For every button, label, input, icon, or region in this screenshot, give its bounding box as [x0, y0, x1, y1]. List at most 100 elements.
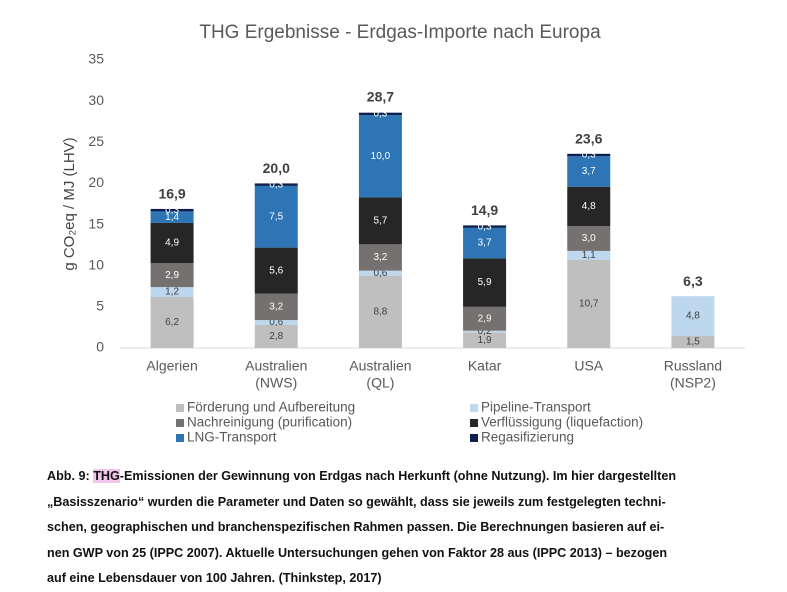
- value-label: 4,8: [686, 311, 700, 322]
- legend-label: Nachreinigung (purification): [187, 415, 352, 430]
- value-label: 0,3: [165, 205, 179, 216]
- bar-segment: [254, 324, 298, 348]
- value-label: 3,2: [269, 301, 283, 312]
- chart-title: THG Ergebnisse - Erdgas-Importe nach Eur…: [199, 22, 601, 43]
- bar-segment: [567, 153, 611, 157]
- caption-text: -Emissionen der Gewinnung von Erdgas nac…: [119, 469, 677, 483]
- bar-segment: [463, 227, 507, 259]
- value-label: 0,3: [582, 150, 596, 161]
- value-label: 3,7: [478, 238, 492, 249]
- chart: THG Ergebnisse - Erdgas-Importe nach Eur…: [61, 22, 745, 445]
- legend-swatch: [176, 419, 184, 427]
- legend-label: Pipeline-Transport: [481, 400, 591, 415]
- bar-segment: [254, 320, 298, 325]
- x-tick-label: USA: [574, 358, 603, 374]
- value-label: 4,9: [165, 238, 179, 249]
- x-tick-label: (QL): [366, 375, 394, 391]
- bar-segment: [671, 296, 715, 336]
- caption-line: Abb. 9: THG-Emissionen der Gewinnung von…: [47, 464, 782, 490]
- value-label: 0,3: [478, 221, 492, 232]
- value-label: 5,7: [373, 216, 387, 227]
- bar-segment: [150, 222, 194, 264]
- x-tick-label: (NWS): [255, 375, 297, 391]
- bar-segment: [567, 259, 611, 348]
- caption-label: Abb. 9:: [47, 469, 94, 483]
- y-tick-label: 10: [88, 256, 104, 272]
- total-label: 20,0: [263, 160, 290, 176]
- value-label: 7,5: [269, 211, 283, 222]
- bar-segment: [150, 211, 194, 223]
- value-label: 3,7: [582, 166, 596, 177]
- value-label: 2,8: [269, 331, 283, 342]
- value-label: 2,9: [478, 313, 492, 324]
- caption-line: „Basisszenario“ wurden die Parameter und…: [47, 494, 666, 509]
- bar-segment: [463, 225, 507, 228]
- bar-segment: [567, 226, 611, 251]
- caption-line: schen, geographischen und branchenspezif…: [47, 520, 665, 534]
- bar-segment: [463, 306, 507, 331]
- bar-segment: [358, 112, 402, 116]
- bar-segment: [358, 275, 402, 348]
- bar-segment: [254, 247, 298, 294]
- y-tick-label: 15: [88, 215, 104, 231]
- legend-swatch: [176, 404, 184, 412]
- value-label: 8,8: [373, 306, 387, 317]
- bar-segment: [358, 270, 402, 276]
- y-tick-label: 20: [88, 174, 104, 190]
- total-label: 6,3: [683, 273, 703, 289]
- value-label: 0,3: [269, 179, 283, 190]
- bar-segment: [150, 263, 194, 288]
- value-label: 1,1: [582, 250, 596, 261]
- total-label: 14,9: [471, 202, 498, 218]
- bar-segment: [358, 197, 402, 245]
- legend-swatch: [176, 434, 184, 442]
- bar-segment: [254, 293, 298, 321]
- bar-segment: [567, 250, 611, 260]
- bar-segment: [358, 244, 402, 271]
- value-label: 3,2: [373, 252, 387, 263]
- caption-line: auf eine Lebensdauer von 100 Jahren. (Th…: [47, 571, 382, 585]
- x-tick-label: (NSP2): [670, 375, 716, 391]
- y-tick-label: 5: [96, 298, 104, 314]
- legend-label: LNG-Transport: [187, 430, 277, 445]
- x-tick-label: Australien: [349, 358, 411, 374]
- caption-line: nen GWP von 25 (IPPC 2007). Aktuelle Unt…: [47, 545, 668, 560]
- value-label: 10,7: [579, 299, 599, 310]
- legend-swatch: [470, 434, 478, 442]
- y-tick-label: 35: [88, 51, 104, 67]
- value-label: 1,4: [165, 212, 179, 223]
- bar-segment: [567, 186, 611, 227]
- x-tick-label: Katar: [468, 358, 502, 374]
- legend-label: Verflüssigung (liquefaction): [481, 415, 643, 430]
- y-axis-label: g CO₂eq / MJ (LHV): [61, 137, 78, 270]
- bar-segment: [463, 330, 507, 333]
- bar-segment: [463, 332, 507, 348]
- x-tick-label: Russland: [664, 358, 722, 374]
- legend-label: Förderung und Aufbereitung: [187, 400, 355, 415]
- bar-segment: [358, 115, 402, 198]
- bar-segment: [150, 208, 194, 212]
- value-label: 0,2: [478, 326, 492, 337]
- bar-segment: [463, 258, 507, 307]
- value-label: 1,9: [478, 335, 492, 346]
- value-label: 1,5: [686, 336, 700, 347]
- bar-segment: [150, 296, 194, 348]
- bar-segment: [254, 183, 298, 186]
- bar-segment: [671, 335, 715, 348]
- x-tick-label: Australien: [245, 358, 307, 374]
- value-label: 10,0: [371, 151, 391, 162]
- y-tick-label: 25: [88, 133, 104, 149]
- value-label: 0,6: [373, 268, 387, 279]
- value-label: 5,9: [478, 277, 492, 288]
- caption-highlight: THG: [93, 469, 120, 483]
- total-label: 23,6: [575, 131, 602, 147]
- value-label: 0,3: [373, 109, 387, 120]
- total-label: 16,9: [158, 186, 185, 202]
- legend-swatch: [470, 404, 478, 412]
- value-label: 4,8: [582, 201, 596, 212]
- caption: Abb. 9: THG-Emissionen der Gewinnung von…: [47, 464, 782, 592]
- y-tick-label: 30: [88, 92, 104, 108]
- total-label: 28,7: [367, 89, 394, 105]
- value-label: 0,6: [269, 317, 283, 328]
- legend-swatch: [470, 419, 478, 427]
